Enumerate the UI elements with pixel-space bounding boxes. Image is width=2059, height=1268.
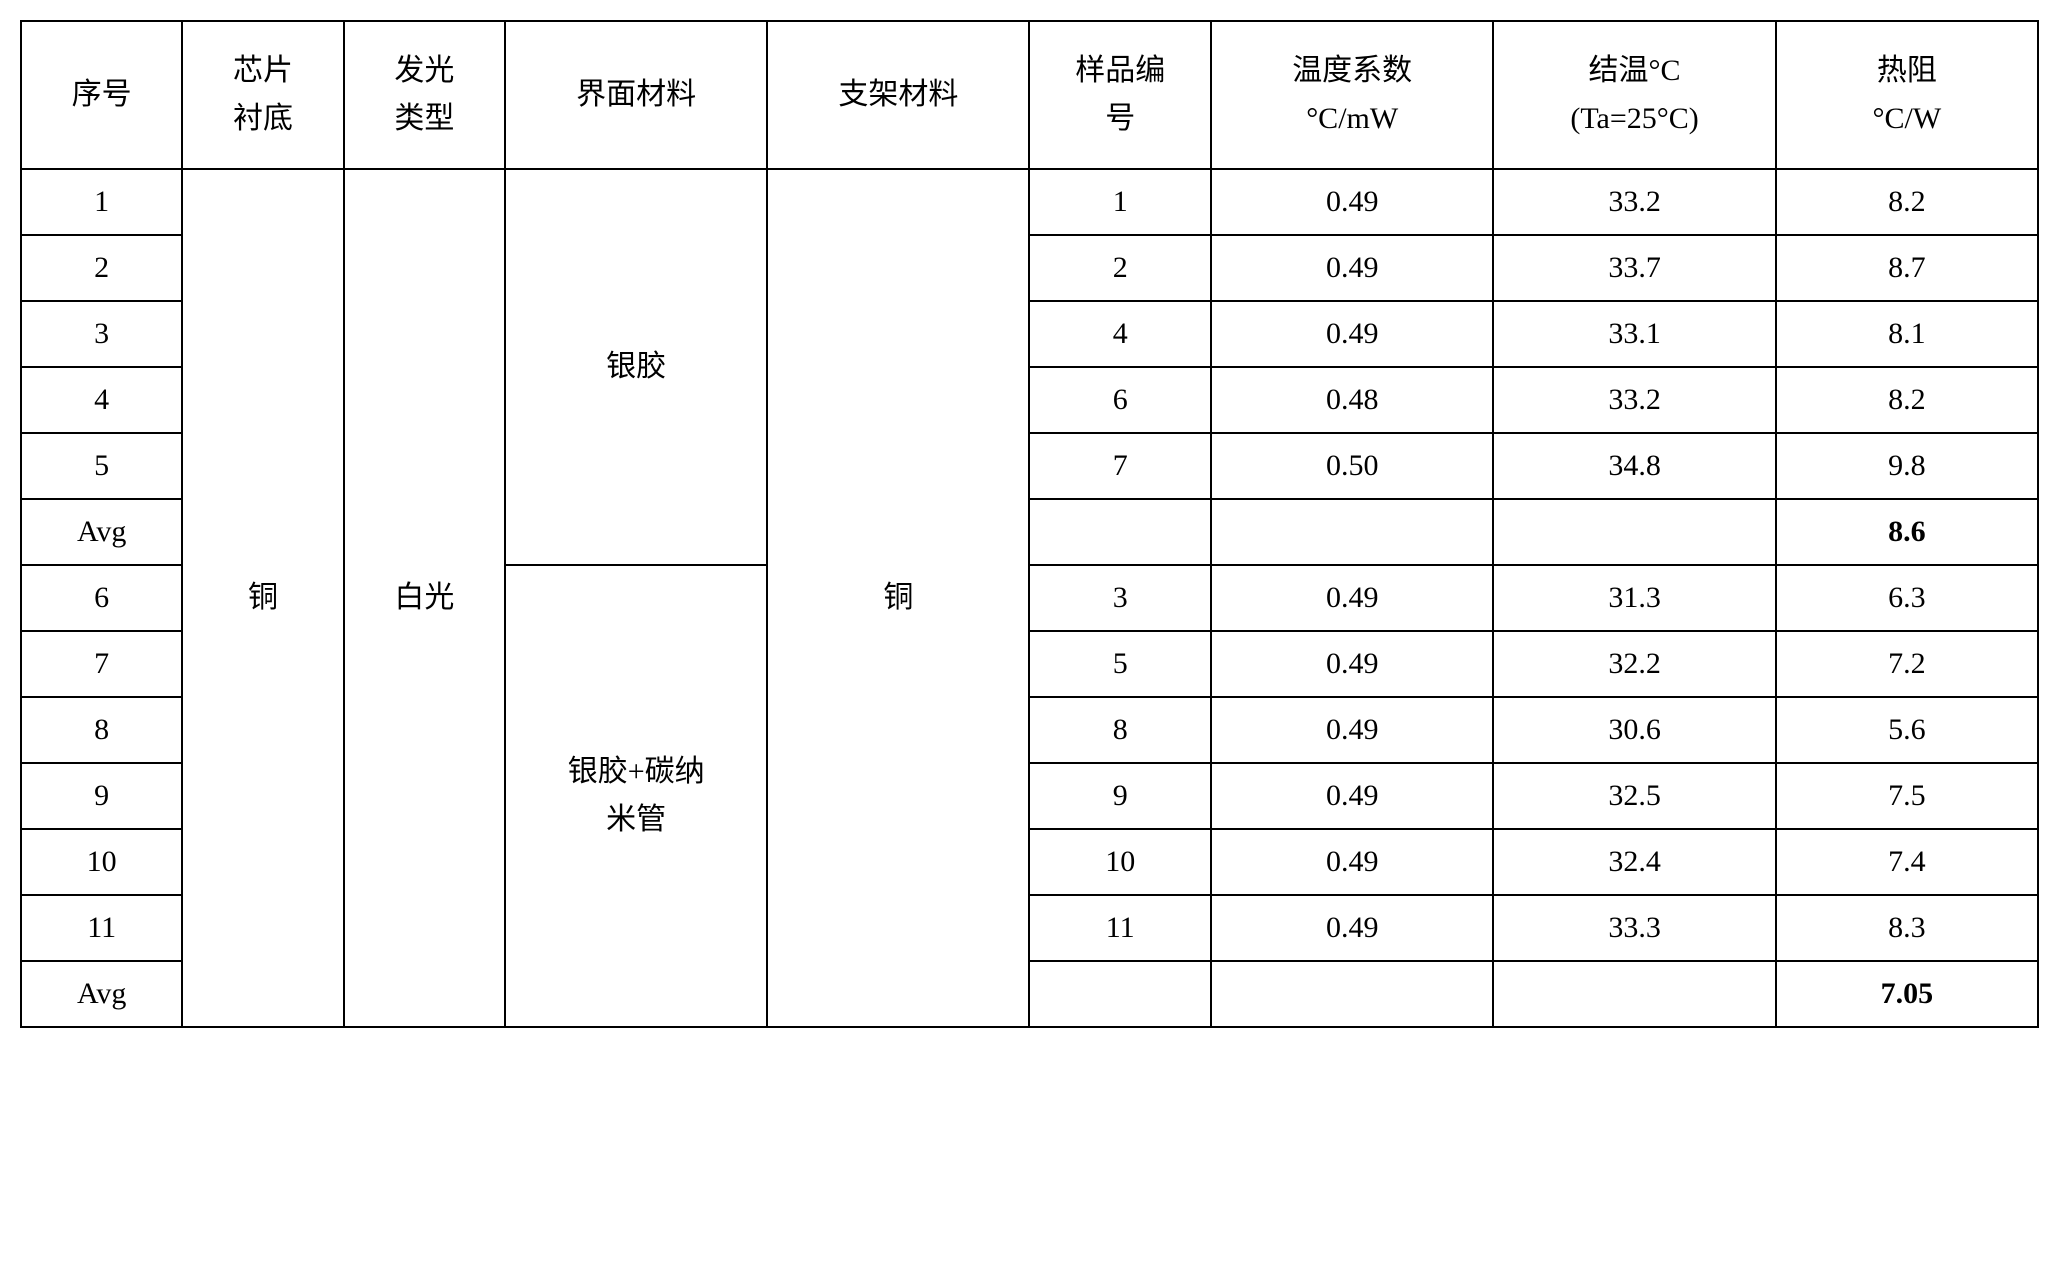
th-lighttype: 发光类型 bbox=[344, 21, 505, 169]
cell-coef: 0.49 bbox=[1211, 235, 1493, 301]
data-table: 序号 芯片衬底 发光类型 界面材料 支架材料 样品编号 温度系数°C/mW 结温… bbox=[20, 20, 2039, 1028]
cell-sample: 3 bbox=[1029, 565, 1211, 631]
cell-coef: 0.49 bbox=[1211, 697, 1493, 763]
th-interface: 界面材料 bbox=[505, 21, 767, 169]
cell-res: 9.8 bbox=[1776, 433, 2038, 499]
cell-res: 7.5 bbox=[1776, 763, 2038, 829]
cell-res: 8.2 bbox=[1776, 169, 2038, 235]
cell-coef: 0.49 bbox=[1211, 631, 1493, 697]
th-bracket: 支架材料 bbox=[767, 21, 1029, 169]
cell-jt: 33.3 bbox=[1493, 895, 1775, 961]
cell-jt bbox=[1493, 961, 1775, 1027]
cell-res: 8.6 bbox=[1776, 499, 2038, 565]
cell-jt: 33.2 bbox=[1493, 367, 1775, 433]
cell-sample: 4 bbox=[1029, 301, 1211, 367]
cell-interface-1: 银胶 bbox=[505, 169, 767, 565]
cell-index: 9 bbox=[21, 763, 182, 829]
cell-coef: 0.49 bbox=[1211, 895, 1493, 961]
cell-res: 8.3 bbox=[1776, 895, 2038, 961]
cell-coef: 0.49 bbox=[1211, 763, 1493, 829]
cell-jt bbox=[1493, 499, 1775, 565]
cell-substrate: 铜 bbox=[182, 169, 343, 1027]
cell-index: 8 bbox=[21, 697, 182, 763]
th-index: 序号 bbox=[21, 21, 182, 169]
cell-res: 7.05 bbox=[1776, 961, 2038, 1027]
cell-index: Avg bbox=[21, 499, 182, 565]
cell-jt: 32.2 bbox=[1493, 631, 1775, 697]
cell-res: 8.7 bbox=[1776, 235, 2038, 301]
cell-sample bbox=[1029, 499, 1211, 565]
cell-coef: 0.50 bbox=[1211, 433, 1493, 499]
cell-coef: 0.49 bbox=[1211, 301, 1493, 367]
cell-lighttype: 白光 bbox=[344, 169, 505, 1027]
cell-index: 6 bbox=[21, 565, 182, 631]
cell-index: Avg bbox=[21, 961, 182, 1027]
table-row: 1 铜 白光 银胶 铜 1 0.49 33.2 8.2 bbox=[21, 169, 2038, 235]
th-jt: 结温°C(Ta=25°C) bbox=[1493, 21, 1775, 169]
cell-sample: 8 bbox=[1029, 697, 1211, 763]
cell-jt: 32.5 bbox=[1493, 763, 1775, 829]
cell-index: 3 bbox=[21, 301, 182, 367]
th-sample: 样品编号 bbox=[1029, 21, 1211, 169]
cell-jt: 33.1 bbox=[1493, 301, 1775, 367]
cell-jt: 31.3 bbox=[1493, 565, 1775, 631]
cell-coef: 0.49 bbox=[1211, 829, 1493, 895]
cell-jt: 32.4 bbox=[1493, 829, 1775, 895]
table-body: 1 铜 白光 银胶 铜 1 0.49 33.2 8.2 2 2 0.49 33.… bbox=[21, 169, 2038, 1027]
cell-index: 7 bbox=[21, 631, 182, 697]
th-coef: 温度系数°C/mW bbox=[1211, 21, 1493, 169]
cell-res: 5.6 bbox=[1776, 697, 2038, 763]
header-row: 序号 芯片衬底 发光类型 界面材料 支架材料 样品编号 温度系数°C/mW 结温… bbox=[21, 21, 2038, 169]
cell-sample: 6 bbox=[1029, 367, 1211, 433]
cell-sample: 5 bbox=[1029, 631, 1211, 697]
cell-index: 1 bbox=[21, 169, 182, 235]
cell-res: 7.4 bbox=[1776, 829, 2038, 895]
cell-jt: 30.6 bbox=[1493, 697, 1775, 763]
cell-coef: 0.49 bbox=[1211, 169, 1493, 235]
cell-index: 4 bbox=[21, 367, 182, 433]
cell-index: 2 bbox=[21, 235, 182, 301]
cell-sample: 10 bbox=[1029, 829, 1211, 895]
cell-bracket: 铜 bbox=[767, 169, 1029, 1027]
cell-index: 5 bbox=[21, 433, 182, 499]
cell-coef: 0.49 bbox=[1211, 565, 1493, 631]
cell-res: 7.2 bbox=[1776, 631, 2038, 697]
cell-coef bbox=[1211, 499, 1493, 565]
cell-sample: 11 bbox=[1029, 895, 1211, 961]
cell-jt: 33.2 bbox=[1493, 169, 1775, 235]
cell-res: 8.1 bbox=[1776, 301, 2038, 367]
cell-jt: 33.7 bbox=[1493, 235, 1775, 301]
cell-res: 6.3 bbox=[1776, 565, 2038, 631]
cell-sample: 9 bbox=[1029, 763, 1211, 829]
cell-coef: 0.48 bbox=[1211, 367, 1493, 433]
th-res: 热阻°C/W bbox=[1776, 21, 2038, 169]
cell-sample: 2 bbox=[1029, 235, 1211, 301]
cell-coef bbox=[1211, 961, 1493, 1027]
th-substrate: 芯片衬底 bbox=[182, 21, 343, 169]
cell-interface-2: 银胶+碳纳米管 bbox=[505, 565, 767, 1027]
cell-index: 11 bbox=[21, 895, 182, 961]
cell-sample bbox=[1029, 961, 1211, 1027]
cell-sample: 7 bbox=[1029, 433, 1211, 499]
cell-jt: 34.8 bbox=[1493, 433, 1775, 499]
cell-res: 8.2 bbox=[1776, 367, 2038, 433]
cell-sample: 1 bbox=[1029, 169, 1211, 235]
cell-index: 10 bbox=[21, 829, 182, 895]
